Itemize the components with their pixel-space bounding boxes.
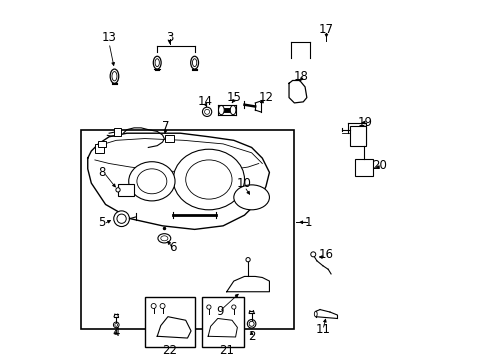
Text: 18: 18	[293, 70, 308, 83]
Text: 2: 2	[247, 330, 255, 343]
Ellipse shape	[233, 185, 269, 210]
Text: 9: 9	[215, 305, 223, 318]
Text: 15: 15	[226, 91, 241, 104]
Ellipse shape	[128, 162, 175, 201]
Ellipse shape	[185, 160, 232, 199]
Circle shape	[115, 323, 118, 326]
Bar	[354, 159, 372, 176]
Text: 4: 4	[112, 326, 120, 339]
Ellipse shape	[155, 59, 159, 67]
Circle shape	[247, 320, 255, 328]
Bar	[118, 184, 134, 195]
Text: 8: 8	[98, 166, 105, 179]
Text: 7: 7	[162, 120, 169, 132]
Bar	[144, 297, 194, 347]
Circle shape	[206, 305, 211, 309]
Text: 22: 22	[162, 344, 177, 357]
Text: 6: 6	[169, 241, 177, 254]
Ellipse shape	[230, 105, 236, 115]
Text: 11: 11	[315, 323, 330, 336]
Text: 19: 19	[357, 116, 372, 129]
Ellipse shape	[112, 72, 117, 81]
Text: 14: 14	[198, 95, 212, 108]
Circle shape	[202, 107, 211, 117]
Ellipse shape	[137, 169, 166, 194]
Text: 16: 16	[318, 248, 333, 261]
Ellipse shape	[110, 69, 119, 83]
Ellipse shape	[192, 59, 196, 67]
Circle shape	[245, 257, 250, 262]
Text: 20: 20	[372, 159, 386, 172]
Bar	[81, 130, 294, 329]
Ellipse shape	[158, 234, 170, 243]
Bar	[95, 144, 103, 153]
Bar	[349, 126, 365, 146]
Bar	[165, 135, 174, 142]
Text: 12: 12	[258, 91, 273, 104]
Text: 1: 1	[304, 216, 312, 229]
Circle shape	[113, 322, 119, 328]
Text: 3: 3	[165, 31, 173, 44]
Bar	[202, 297, 244, 347]
Bar	[98, 141, 105, 148]
Text: 17: 17	[318, 23, 333, 36]
Ellipse shape	[218, 105, 224, 115]
Circle shape	[151, 303, 156, 309]
Circle shape	[114, 211, 129, 226]
Circle shape	[231, 305, 236, 309]
Circle shape	[248, 321, 254, 326]
Circle shape	[310, 252, 315, 257]
Text: 5: 5	[98, 216, 105, 229]
Ellipse shape	[153, 56, 161, 69]
Circle shape	[116, 188, 120, 192]
Ellipse shape	[314, 311, 317, 317]
Text: 13: 13	[102, 31, 116, 44]
Circle shape	[204, 109, 209, 114]
Text: 21: 21	[219, 344, 234, 357]
Bar	[114, 128, 121, 136]
Ellipse shape	[173, 149, 244, 210]
Circle shape	[117, 214, 126, 223]
Ellipse shape	[161, 236, 167, 241]
Circle shape	[160, 303, 165, 309]
Text: 10: 10	[237, 177, 251, 190]
Ellipse shape	[190, 56, 198, 69]
